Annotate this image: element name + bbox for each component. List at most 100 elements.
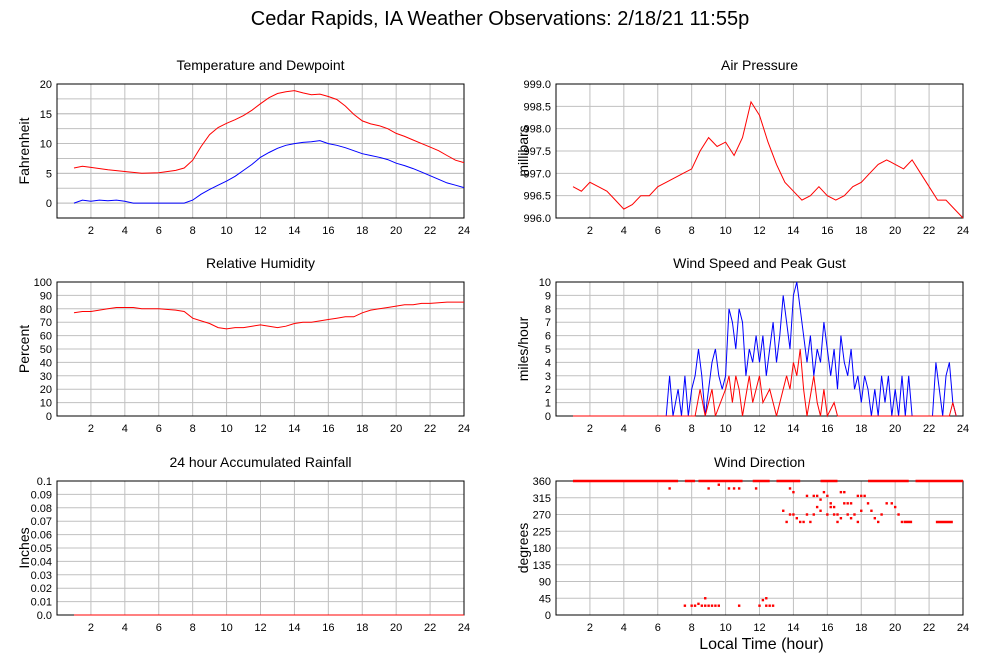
y-tick-label: 0 xyxy=(545,610,551,622)
x-tick-label: 2 xyxy=(587,423,593,435)
x-tick-label: 4 xyxy=(122,423,128,435)
x-tick-label: 6 xyxy=(655,225,661,237)
x-tick-label: 2 xyxy=(587,225,593,237)
y-tick-label: 15 xyxy=(40,109,52,121)
data-point xyxy=(826,513,829,516)
data-point xyxy=(710,604,714,607)
y-tick-label: 0.02 xyxy=(31,583,52,595)
x-tick-label: 20 xyxy=(390,225,402,237)
x-tick-label: 22 xyxy=(923,423,935,435)
x-tick-label: 14 xyxy=(787,423,799,435)
y-tick-label: 3 xyxy=(545,371,551,383)
y-tick-label: 5 xyxy=(46,168,52,180)
data-point xyxy=(697,602,700,606)
data-point xyxy=(737,487,741,490)
data-point xyxy=(668,487,671,490)
x-tick-label: 8 xyxy=(689,423,695,435)
data-point xyxy=(737,604,741,607)
data-point xyxy=(782,509,785,512)
data-point xyxy=(863,494,866,498)
y-tick-label: 998.5 xyxy=(523,101,551,113)
data-point xyxy=(815,505,819,509)
x-tick-label: 24 xyxy=(458,423,470,435)
y-tick-label: 90 xyxy=(539,577,551,589)
x-tick-label: 4 xyxy=(621,622,627,634)
x-tick-label: 12 xyxy=(254,225,266,237)
x-tick-label: 18 xyxy=(855,622,867,634)
data-point xyxy=(822,490,826,494)
x-tick-label: 12 xyxy=(753,225,765,237)
data-point xyxy=(805,513,809,516)
data-point xyxy=(900,520,904,524)
y-axis-label: miles/hour xyxy=(515,316,531,381)
x-tick-label: 20 xyxy=(889,225,901,237)
data-point xyxy=(836,520,839,524)
x-tick-label: 6 xyxy=(655,423,661,435)
y-tick-label: 0.03 xyxy=(31,570,52,582)
data-point xyxy=(704,604,707,607)
data-point xyxy=(885,502,888,505)
x-tick-label: 2 xyxy=(587,622,593,634)
data-point xyxy=(836,513,839,516)
y-axis-label: degrees xyxy=(515,523,531,574)
data-point xyxy=(704,597,707,600)
data-point xyxy=(870,509,873,512)
data-point xyxy=(768,604,771,607)
data-point xyxy=(799,520,802,524)
y-tick-label: 360 xyxy=(533,476,551,488)
data-point xyxy=(819,509,822,512)
chart-title: Wind Speed and Peak Gust xyxy=(673,255,846,271)
data-point xyxy=(873,517,877,520)
data-point xyxy=(839,517,843,520)
y-axis-label: Inches xyxy=(16,527,32,568)
y-tick-label: 0 xyxy=(545,411,551,423)
x-tick-label: 4 xyxy=(122,225,128,237)
y-tick-label: 2 xyxy=(545,384,551,396)
data-point xyxy=(812,494,815,498)
x-tick-label: 2 xyxy=(88,622,94,634)
data-point xyxy=(839,490,843,494)
data-point xyxy=(846,513,849,516)
series-line-1 xyxy=(73,90,465,174)
series-line-2 xyxy=(573,348,957,418)
data-point xyxy=(832,505,836,509)
data-point xyxy=(846,502,849,505)
x-tick-label: 16 xyxy=(322,225,334,237)
x-tick-label: 4 xyxy=(122,622,128,634)
y-tick-label: 0.07 xyxy=(31,516,52,528)
y-tick-label: 0 xyxy=(46,411,52,423)
y-tick-label: 0.06 xyxy=(31,530,52,542)
y-tick-label: 0.09 xyxy=(31,489,52,501)
data-point xyxy=(819,498,822,501)
page-title: Cedar Rapids, IA Weather Observations: 2… xyxy=(250,8,750,30)
data-point xyxy=(765,597,768,600)
y-tick-label: 0.0 xyxy=(37,610,52,622)
x-tick-label: 10 xyxy=(719,423,731,435)
x-tick-label: 24 xyxy=(957,622,969,634)
y-tick-label: 80 xyxy=(40,304,52,316)
x-tick-label: 16 xyxy=(322,423,334,435)
x-tick-label: 18 xyxy=(356,622,368,634)
y-tick-label: 70 xyxy=(40,317,52,329)
x-tick-label: 12 xyxy=(254,622,266,634)
y-tick-label: 8 xyxy=(545,304,551,316)
data-point xyxy=(795,517,799,520)
x-tick-label: 20 xyxy=(390,622,402,634)
data-point xyxy=(877,520,880,524)
y-axis-label: Percent xyxy=(16,325,32,373)
y-tick-label: 9 xyxy=(545,290,551,302)
data-point xyxy=(812,513,815,516)
y-tick-label: 998.0 xyxy=(523,124,551,136)
x-tick-label: 12 xyxy=(753,423,765,435)
data-point xyxy=(802,520,805,524)
y-tick-label: 30 xyxy=(40,371,52,383)
x-tick-label: 18 xyxy=(356,423,368,435)
x-tick-label: 20 xyxy=(889,622,901,634)
x-tick-label: 16 xyxy=(322,622,334,634)
data-point xyxy=(788,487,792,490)
y-tick-label: 996.5 xyxy=(523,191,551,203)
y-tick-label: 180 xyxy=(533,543,551,555)
y-tick-label: 0.01 xyxy=(31,597,52,609)
x-tick-label: 8 xyxy=(689,225,695,237)
